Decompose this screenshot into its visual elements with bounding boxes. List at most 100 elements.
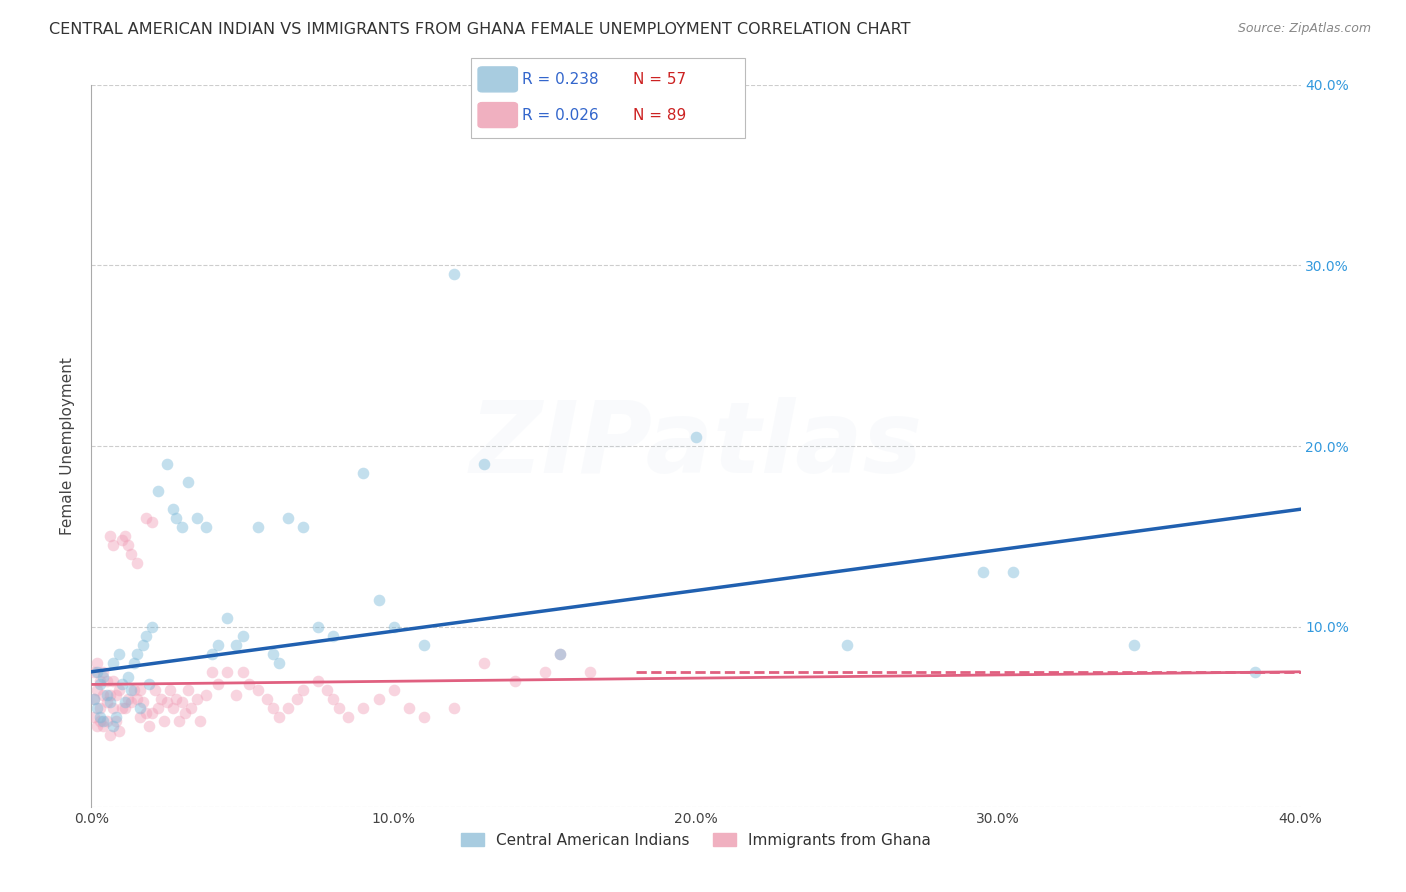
Point <box>135 511 157 525</box>
Point <box>93 719 115 733</box>
Point <box>149 692 172 706</box>
Point <box>111 677 132 691</box>
Point <box>96 688 118 702</box>
Point <box>93 714 115 728</box>
Point <box>89 710 111 724</box>
Point <box>101 673 124 688</box>
Point <box>443 701 465 715</box>
Point <box>146 484 169 499</box>
Point <box>1244 665 1267 679</box>
Point <box>86 682 108 697</box>
Point <box>174 706 197 721</box>
Point <box>367 592 389 607</box>
Point <box>125 647 148 661</box>
Point <box>98 529 121 543</box>
Point <box>165 511 187 525</box>
Point <box>225 638 247 652</box>
Point <box>307 619 329 633</box>
Point <box>111 533 132 547</box>
Point <box>96 714 118 728</box>
Point <box>246 520 269 534</box>
Point <box>382 619 405 633</box>
Text: R = 0.238: R = 0.238 <box>522 72 598 87</box>
Point <box>89 701 111 715</box>
Point <box>86 719 108 733</box>
Point <box>93 670 115 684</box>
Point <box>141 706 163 721</box>
Point <box>89 677 111 691</box>
Point <box>316 682 339 697</box>
Point <box>141 619 163 633</box>
Point <box>217 665 239 679</box>
Point <box>135 629 157 643</box>
Point <box>114 701 136 715</box>
Text: R = 0.026: R = 0.026 <box>522 108 598 122</box>
Point <box>86 656 108 670</box>
Point <box>98 728 121 742</box>
Point <box>141 515 163 529</box>
Text: N = 89: N = 89 <box>633 108 686 122</box>
Point <box>322 692 344 706</box>
Point <box>246 682 269 697</box>
Text: CENTRAL AMERICAN INDIAN VS IMMIGRANTS FROM GHANA FEMALE UNEMPLOYMENT CORRELATION: CENTRAL AMERICAN INDIAN VS IMMIGRANTS FR… <box>49 22 911 37</box>
Point <box>177 682 200 697</box>
Point <box>207 677 229 691</box>
Point <box>1123 638 1146 652</box>
Point <box>231 629 253 643</box>
Point <box>159 682 181 697</box>
Point <box>548 647 571 661</box>
Point <box>186 692 208 706</box>
Point <box>267 656 290 670</box>
Point <box>548 647 571 661</box>
Point <box>156 696 179 710</box>
Point <box>322 629 344 643</box>
Point <box>96 696 118 710</box>
Point <box>172 520 194 534</box>
Point <box>472 457 495 471</box>
Text: N = 57: N = 57 <box>633 72 686 87</box>
Point <box>835 638 858 652</box>
Point <box>472 656 495 670</box>
Point <box>352 701 374 715</box>
Point <box>98 696 121 710</box>
Point <box>101 719 124 733</box>
Point <box>413 638 436 652</box>
Point <box>533 665 555 679</box>
Point <box>201 647 224 661</box>
Point <box>104 688 127 702</box>
Point <box>285 692 308 706</box>
Point <box>96 673 118 688</box>
Point <box>162 502 184 516</box>
Point <box>104 714 127 728</box>
Point <box>114 696 136 710</box>
Point <box>125 557 148 571</box>
Point <box>107 647 129 661</box>
Point <box>132 696 155 710</box>
Point <box>328 701 350 715</box>
Point <box>122 682 145 697</box>
Point <box>238 677 260 691</box>
Point <box>107 724 129 739</box>
Point <box>128 701 150 715</box>
Point <box>122 656 145 670</box>
Point <box>337 710 360 724</box>
Point <box>101 701 124 715</box>
Point <box>83 692 105 706</box>
Point <box>143 682 166 697</box>
Point <box>382 682 405 697</box>
Point <box>104 710 127 724</box>
Point <box>225 688 247 702</box>
Point <box>277 701 299 715</box>
Point <box>146 701 169 715</box>
Point <box>172 696 194 710</box>
Point <box>117 670 139 684</box>
Point <box>86 701 108 715</box>
Point <box>217 610 239 624</box>
Point <box>89 673 111 688</box>
Text: ZIPatlas: ZIPatlas <box>470 398 922 494</box>
Point <box>107 682 129 697</box>
Point <box>292 682 315 697</box>
Point <box>83 710 105 724</box>
Point <box>98 688 121 702</box>
Point <box>262 701 284 715</box>
